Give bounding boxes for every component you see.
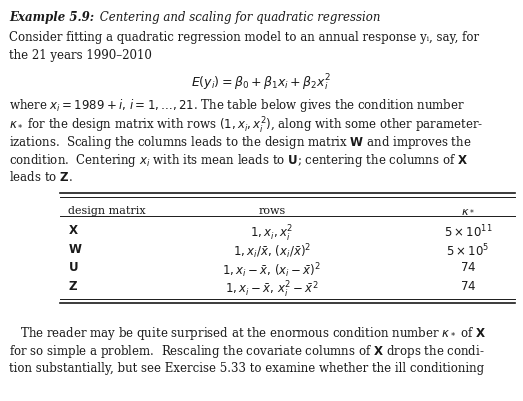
Text: tion substantially, but see Exercise 5.33 to examine whether the ill conditionin: tion substantially, but see Exercise 5.3… xyxy=(9,361,484,374)
Text: $\mathbf{Z}$: $\mathbf{Z}$ xyxy=(68,279,78,292)
Text: Centering and scaling for quadratic regression: Centering and scaling for quadratic regr… xyxy=(96,11,380,24)
Text: design matrix: design matrix xyxy=(68,206,145,216)
Text: $1, x_i, x_i^2$: $1, x_i, x_i^2$ xyxy=(251,223,293,243)
Text: $\kappa_*$: $\kappa_*$ xyxy=(461,206,475,216)
Text: the 21 years 1990–2010: the 21 years 1990–2010 xyxy=(9,49,152,62)
Text: $E(y_i) = \beta_0 + \beta_1 x_i + \beta_2 x_i^2$: $E(y_i) = \beta_0 + \beta_1 x_i + \beta_… xyxy=(191,73,332,93)
Text: Consider fitting a quadratic regression model to an annual response yᵢ, say, for: Consider fitting a quadratic regression … xyxy=(9,30,480,43)
Text: $\kappa_*$ for the design matrix with rows $(1, x_i, x_i^2)$, along with some ot: $\kappa_*$ for the design matrix with ro… xyxy=(9,115,484,135)
Text: rows: rows xyxy=(258,206,286,216)
Text: Example 5.9:: Example 5.9: xyxy=(9,11,95,24)
Text: $\mathbf{X}$: $\mathbf{X}$ xyxy=(68,223,79,237)
Text: condition.  Centering $x_i$ with its mean leads to $\mathbf{U}$; centering the c: condition. Centering $x_i$ with its mean… xyxy=(9,152,469,169)
Text: $\mathbf{W}$: $\mathbf{W}$ xyxy=(68,242,83,255)
Text: izations.  Scaling the columns leads to the design matrix $\mathbf{W}$ and impro: izations. Scaling the columns leads to t… xyxy=(9,134,472,150)
Text: for so simple a problem.  Rescaling the covariate columns of $\mathbf{X}$ drops : for so simple a problem. Rescaling the c… xyxy=(9,342,485,359)
Text: where $x_i = 1989+i,\, i = 1, \ldots , 21$. The table below gives the condition : where $x_i = 1989+i,\, i = 1, \ldots , 2… xyxy=(9,97,465,114)
Text: $1, x_i/\bar{x},\, (x_i/\bar{x})^2$: $1, x_i/\bar{x},\, (x_i/\bar{x})^2$ xyxy=(233,242,311,261)
Text: $74$: $74$ xyxy=(460,260,476,273)
Text: $1, x_i - \bar{x},\, (x_i - \bar{x})^2$: $1, x_i - \bar{x},\, (x_i - \bar{x})^2$ xyxy=(222,260,322,279)
Text: The reader may be quite surprised at the enormous condition number $\kappa_*$ of: The reader may be quite surprised at the… xyxy=(9,324,486,341)
Text: leads to $\mathbf{Z}$.: leads to $\mathbf{Z}$. xyxy=(9,170,73,184)
Text: $5 \times 10^{11}$: $5 \times 10^{11}$ xyxy=(444,223,493,240)
Text: $5 \times 10^5$: $5 \times 10^5$ xyxy=(446,242,490,259)
Text: $74$: $74$ xyxy=(460,279,476,292)
Text: $1, x_i - \bar{x},\, x_i^2 - \bar{x}^2$: $1, x_i - \bar{x},\, x_i^2 - \bar{x}^2$ xyxy=(225,279,319,299)
Text: $\mathbf{U}$: $\mathbf{U}$ xyxy=(68,260,78,273)
